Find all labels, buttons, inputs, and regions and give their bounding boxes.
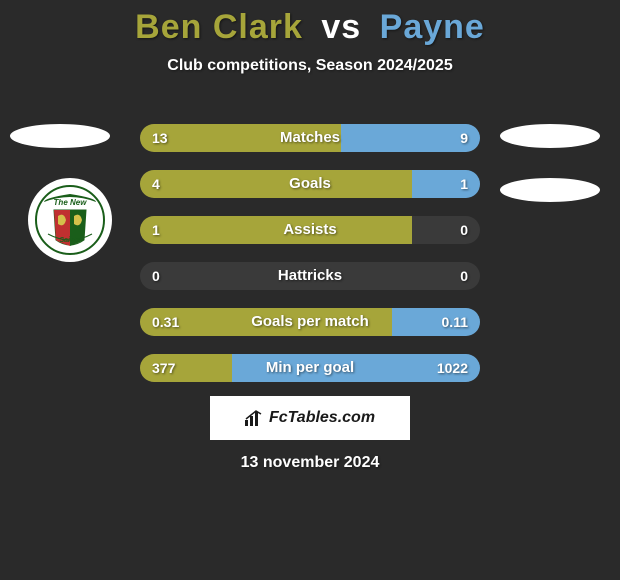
- subtitle: Club competitions, Season 2024/2025: [0, 57, 620, 75]
- player1-name: Ben Clark: [135, 8, 303, 46]
- stat-value-left: 0.31: [152, 308, 179, 336]
- stat-row: Matches13 9: [140, 124, 480, 152]
- player2-team-ellipse: [500, 124, 600, 148]
- stat-value-right: 1: [460, 170, 468, 198]
- stat-label: Hattricks: [140, 262, 480, 290]
- stat-value-left: 1: [152, 216, 160, 244]
- stat-label: Min per goal: [140, 354, 480, 382]
- chart-icon: [245, 410, 263, 426]
- vs-text: vs: [321, 8, 361, 46]
- branding-text: FcTables.com: [269, 409, 375, 427]
- stat-row: Goals per match0.31 0.11: [140, 308, 480, 336]
- stat-row: Hattricks0 0: [140, 262, 480, 290]
- stat-value-right: 0: [460, 216, 468, 244]
- stat-value-right: 9: [460, 124, 468, 152]
- player2-team-ellipse-2: [500, 178, 600, 202]
- stat-value-right: 1022: [437, 354, 468, 382]
- stat-value-left: 0: [152, 262, 160, 290]
- stat-label: Goals per match: [140, 308, 480, 336]
- stat-value-right: 0: [460, 262, 468, 290]
- fctables-branding: FcTables.com: [210, 396, 410, 440]
- stat-label: Goals: [140, 170, 480, 198]
- player1-team-ellipse: [10, 124, 110, 148]
- stat-row: Assists1 0: [140, 216, 480, 244]
- stat-value-left: 4: [152, 170, 160, 198]
- stat-row: Goals4 1: [140, 170, 480, 198]
- stat-label: Assists: [140, 216, 480, 244]
- date-text: 13 november 2024: [0, 454, 620, 472]
- stat-value-left: 13: [152, 124, 168, 152]
- player2-name: Payne: [380, 8, 485, 46]
- stat-value-left: 377: [152, 354, 175, 382]
- stat-row: Min per goal377 1022: [140, 354, 480, 382]
- svg-text:The New: The New: [54, 198, 88, 207]
- club-crest-icon: The New Saints: [34, 184, 106, 256]
- stats-container: Matches139Goals41Assists10Hattricks00Goa…: [140, 124, 480, 400]
- svg-text:Saints: Saints: [59, 237, 80, 244]
- player1-club-badge: The New Saints: [28, 178, 112, 262]
- stat-label: Matches: [140, 124, 480, 152]
- comparison-title: Ben Clark vs Payne: [0, 0, 620, 47]
- stat-value-right: 0.11: [442, 308, 468, 336]
